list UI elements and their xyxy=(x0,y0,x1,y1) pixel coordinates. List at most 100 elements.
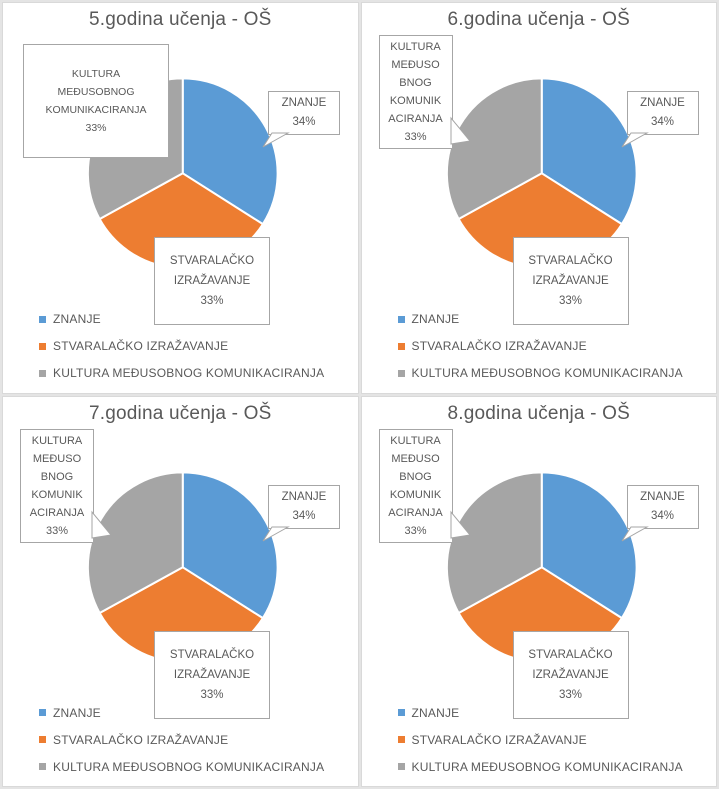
legend: ZNANJE STVARALAČKO IZRAŽAVANJE KULTURA M… xyxy=(397,705,683,787)
legend-label: STVARALAČKO IZRAŽAVANJE xyxy=(411,732,587,747)
znanje-label-callout[interactable]: ZNANJE 34% xyxy=(262,484,340,541)
legend-swatch-stvaralacko xyxy=(39,342,46,350)
legend-swatch-znanje xyxy=(397,709,405,716)
callout-line: 34% xyxy=(292,116,316,128)
legend-swatch-kultura xyxy=(397,763,405,770)
kultura-label-callout[interactable]: KULTURA MEĐUSO BNOG KOMUNIK ACIRANJA 33% xyxy=(378,35,471,149)
legend-label: ZNANJE xyxy=(411,705,460,720)
callout-line: KOMUNIK xyxy=(389,488,442,501)
legend-label: KULTURA MEĐUSOBNOG KOMUNIKACIRANJA xyxy=(411,759,683,774)
znanje-label-callout[interactable]: ZNANJE 34% xyxy=(262,91,340,148)
callout-line: 33% xyxy=(45,524,69,537)
legend-label: KULTURA MEĐUSOBNOG KOMUNIKACIRANJA xyxy=(53,759,325,774)
callout-line: ACIRANJA xyxy=(388,113,443,125)
callout-line: KULTURA xyxy=(390,41,441,53)
callout-line: STVARALAČKO xyxy=(169,648,255,661)
legend-swatch-znanje xyxy=(39,315,46,323)
pie-chart xyxy=(86,470,279,663)
legend-item-kultura[interactable]: KULTURA MEĐUSOBNOG KOMUNIKACIRANJA xyxy=(39,760,324,774)
callout-line: KOMUNIK xyxy=(389,95,442,107)
legend-swatch-stvaralacko xyxy=(397,342,405,350)
znanje-label-callout[interactable]: ZNANJE 34% xyxy=(621,484,699,541)
callout-line: 33% xyxy=(404,524,427,537)
callout-line: MEĐUSOBNOG xyxy=(57,86,135,98)
legend-item-znanje[interactable]: ZNANJE xyxy=(39,706,324,720)
callout-line: 33% xyxy=(200,688,224,701)
chart-title: 5.godina učenja - OŠ xyxy=(88,9,272,30)
chart-panel-5godina[interactable]: 5.godina učenja - OŠ KULTURA MEĐUSOBNOG … xyxy=(2,2,359,394)
callout-line: STVARALAČKO xyxy=(169,255,255,267)
pie-slice-kultura-me-usobnog-komunikaciranja[interactable] xyxy=(445,470,543,614)
legend: ZNANJE STVARALAČKO IZRAŽAVANJE KULTURA M… xyxy=(39,706,324,787)
callout-pointer-icon xyxy=(262,132,290,148)
callout-line: 33% xyxy=(200,295,224,307)
callout-line: 33% xyxy=(85,122,107,134)
callout-pointer-icon xyxy=(450,510,471,539)
chart-panel-6godina[interactable]: 6.godina učenja - OŠ KULTURA MEĐUSO BNOG… xyxy=(360,2,717,394)
callout-line: BNOG xyxy=(40,470,74,483)
legend: ZNANJE STVARALAČKO IZRAŽAVANJE KULTURA M… xyxy=(39,312,324,393)
callout-line: ZNANJE xyxy=(640,97,685,109)
kultura-label-callout[interactable]: KULTURA MEĐUSO BNOG KOMUNIK ACIRANJA 33% xyxy=(378,428,471,543)
callout-line: MEĐUSO xyxy=(391,59,440,71)
callout-line: ACIRANJA xyxy=(29,506,85,519)
legend-swatch-znanje xyxy=(39,709,46,716)
legend-item-stvaralacko[interactable]: STVARALAČKO IZRAŽAVANJE xyxy=(397,339,683,353)
legend-item-znanje[interactable]: ZNANJE xyxy=(39,312,324,326)
callout-line: 34% xyxy=(292,509,316,522)
callout-line: STVARALAČKO xyxy=(528,255,613,267)
callout-pointer-icon xyxy=(262,526,290,541)
callout-line: IZRAŽAVANJE xyxy=(173,275,251,287)
legend-item-znanje[interactable]: ZNANJE xyxy=(397,312,683,326)
stvaralacko-label-callout[interactable]: STVARALAČKO IZRAŽAVANJE 33% xyxy=(154,237,270,325)
stvaralacko-label-callout[interactable]: STVARALAČKO IZRAŽAVANJE 33% xyxy=(154,630,270,719)
callout-line: KULTURA xyxy=(71,68,121,80)
legend-swatch-kultura xyxy=(397,369,405,377)
kultura-label-callout[interactable]: KULTURA MEĐUSO BNOG KOMUNIK ACIRANJA 33% xyxy=(20,428,112,543)
legend-swatch-kultura xyxy=(39,763,46,770)
legend-swatch-znanje xyxy=(397,315,405,323)
legend: ZNANJE STVARALAČKO IZRAŽAVANJE KULTURA M… xyxy=(397,312,683,393)
legend-label: ZNANJE xyxy=(411,312,460,326)
callout-line: 34% xyxy=(650,509,675,522)
callout-pointer-icon xyxy=(621,132,649,148)
callout-line: KULTURA xyxy=(31,434,83,447)
callout-line: 33% xyxy=(558,688,583,701)
legend-item-stvaralacko[interactable]: STVARALAČKO IZRAŽAVANJE xyxy=(39,733,324,747)
legend-item-stvaralacko[interactable]: STVARALAČKO IZRAŽAVANJE xyxy=(397,732,683,747)
legend-label: KULTURA MEĐUSOBNOG KOMUNIKACIRANJA xyxy=(411,366,683,380)
chart-panel-7godina[interactable]: 7.godina učenja - OŠ KULTURA MEĐUSO BNOG… xyxy=(2,395,359,787)
chart-title: 7.godina učenja - OŠ xyxy=(88,402,272,424)
pie-slice-kultura-me-usobnog-komunikaciranja[interactable] xyxy=(445,77,543,221)
callout-line: MEĐUSO xyxy=(391,452,440,465)
legend-swatch-stvaralacko xyxy=(39,736,46,743)
callout-line: ZNANJE xyxy=(281,490,327,503)
chart-panel-8godina[interactable]: 8.godina učenja - OŠ KULTURA MEĐUSO BNOG… xyxy=(360,395,717,787)
callout-line: ZNANJE xyxy=(640,490,685,503)
callout-line: IZRAŽAVANJE xyxy=(532,275,609,287)
callout-line: 33% xyxy=(558,295,583,307)
callout-line: ACIRANJA xyxy=(388,506,443,519)
legend-item-kultura[interactable]: KULTURA MEĐUSOBNOG KOMUNIKACIRANJA xyxy=(397,366,683,380)
legend-item-stvaralacko[interactable]: STVARALAČKO IZRAŽAVANJE xyxy=(39,339,324,353)
znanje-label-callout[interactable]: ZNANJE 34% xyxy=(621,91,699,148)
legend-item-kultura[interactable]: KULTURA MEĐUSOBNOG KOMUNIKACIRANJA xyxy=(39,366,324,380)
callout-line: 34% xyxy=(650,116,675,128)
callout-pointer-icon xyxy=(621,526,649,541)
legend-swatch-stvaralacko xyxy=(397,736,405,743)
callout-pointer-icon xyxy=(91,510,112,539)
callout-line: IZRAŽAVANJE xyxy=(173,668,251,681)
legend-swatch-kultura xyxy=(39,369,46,377)
callout-pointer-icon xyxy=(450,116,471,145)
pie-slice-kultura-me-usobnog-komunikaciranja[interactable] xyxy=(86,470,184,614)
legend-label: ZNANJE xyxy=(53,312,101,326)
legend-item-kultura[interactable]: KULTURA MEĐUSOBNOG KOMUNIKACIRANJA xyxy=(397,759,683,774)
callout-line: BNOG xyxy=(399,77,432,89)
stvaralacko-label-callout[interactable]: STVARALAČKO IZRAŽAVANJE 33% xyxy=(512,630,629,719)
legend-label: STVARALAČKO IZRAŽAVANJE xyxy=(411,339,587,353)
legend-item-znanje[interactable]: ZNANJE xyxy=(397,705,683,720)
legend-label: KULTURA MEĐUSOBNOG KOMUNIKACIRANJA xyxy=(53,366,325,380)
stvaralacko-label-callout[interactable]: STVARALAČKO IZRAŽAVANJE 33% xyxy=(512,237,629,325)
kultura-label-callout[interactable]: KULTURA MEĐUSOBNOG KOMUNIKACIRANJA 33% xyxy=(23,44,169,158)
